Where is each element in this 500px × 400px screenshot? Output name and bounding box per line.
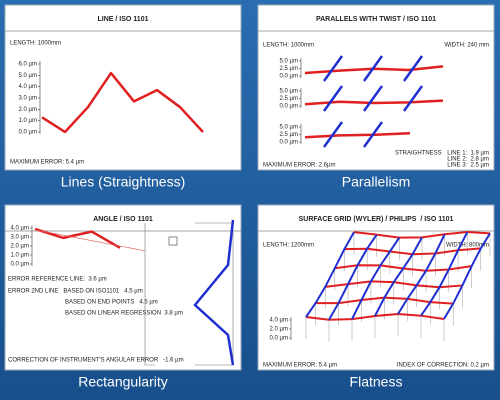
annotation: WIDTH: 240 mm	[444, 43, 489, 49]
twist-line	[322, 121, 344, 148]
grid-column	[397, 233, 446, 315]
panel-title: PARALLELS WITH TWIST / ISO 1101	[316, 16, 436, 23]
panel: ANGLE / ISO 1101 ERROR REFERENCE LINE: 3.…	[4, 204, 242, 371]
annotation: ERROR REFERENCE LINE: 3.6 µm	[8, 277, 107, 283]
panel: PARALLELS WITH TWIST / ISO 1101 LENGTH: 1…	[257, 4, 495, 171]
data-line	[41, 71, 204, 134]
annotation: LENGTH: 1000mm	[10, 41, 61, 47]
annotation: BASED ON END POINTS 4.5 µm	[65, 300, 158, 306]
twist-line	[322, 55, 344, 82]
y-tick-label: 3.0 µm	[19, 96, 37, 102]
y-tick-label: 2.0 µm	[19, 107, 37, 113]
grid-column	[420, 231, 469, 317]
y-tick-label: 5.0 µm	[19, 73, 37, 79]
y-tick-label: 2.5 µm	[280, 96, 298, 102]
y-tick-label: 6.0 µm	[19, 62, 37, 68]
y-tick-label: 0.0 µm	[280, 104, 298, 110]
y-tick-label: 2.5 µm	[280, 132, 298, 138]
angle-line	[193, 219, 235, 366]
caption: Lines (Straightness)	[61, 174, 186, 190]
twist-line	[362, 85, 384, 112]
grid-column	[443, 232, 491, 320]
annotation: INDEX OF CORRECTION: 0.2 µm	[397, 363, 489, 369]
y-tick-label: 0.0 µm	[280, 140, 298, 146]
annotation: LINE 2: 2.8 µm	[447, 157, 489, 163]
annotation: ERROR 2ND LINE BASED ON ISO1101 4.5 µm	[8, 289, 143, 295]
panel-title: LINE / ISO 1101	[98, 16, 149, 23]
data-line	[34, 227, 121, 249]
reference-line	[34, 229, 146, 252]
annotation: MAXIMUM ERROR: 5.4 µm	[10, 160, 84, 166]
instrument-icon	[168, 236, 178, 246]
panel: SURFACE GRID (WYLER) / PHILIPS / ISO 110…	[257, 204, 495, 371]
caption: Parallelism	[342, 174, 410, 190]
y-tick-label: 4.0 µm	[19, 84, 37, 90]
annotation: MAXIMUM ERROR: 2.6µm	[263, 163, 335, 169]
panel-title: ANGLE / ISO 1101	[93, 216, 153, 223]
annotation: BASED ON LINEAR REGRESSION 3.8 µm	[65, 311, 183, 317]
data-line	[304, 132, 411, 139]
y-tick-label: 0.0 µm	[270, 336, 288, 342]
y-tick-label: 1.0 µm	[11, 253, 29, 259]
panel-frame	[257, 4, 495, 171]
frame-line	[195, 222, 234, 366]
grid-column	[351, 237, 401, 320]
annotation: CORRECTION OF INSTRUMENT'S ANGULAR ERROR…	[8, 358, 184, 364]
grid-column	[374, 236, 423, 317]
y-tick-label: 1.0 µm	[19, 118, 37, 124]
data-line	[304, 99, 444, 106]
frame-line	[144, 223, 155, 366]
caption: Rectangularity	[78, 374, 168, 390]
annotation: LINE 1: 1.9 µm	[447, 151, 489, 157]
panel: LINE / ISO 1101 LENGTH: 1000mm MAXIMUM ERR…	[4, 4, 242, 171]
annotation: STRAIGHTNESS	[395, 151, 442, 157]
panel-frame	[257, 204, 495, 371]
y-tick-label: 5.0 µm	[280, 125, 298, 131]
twist-line	[322, 85, 344, 112]
y-tick-label: 2.5 µm	[280, 66, 298, 72]
grid-column	[305, 231, 355, 318]
y-tick-label: 0.0 µm	[280, 74, 298, 80]
y-tick-label: 0.0 µm	[19, 130, 37, 136]
caption: Flatness	[350, 374, 403, 390]
y-tick-label: 3.0 µm	[11, 235, 29, 241]
twist-line	[362, 55, 384, 82]
grid-column	[328, 234, 378, 321]
annotation: LINE 3: 2.5 µm	[447, 163, 489, 169]
y-tick-label: 4.0 µm	[11, 226, 29, 232]
y-tick-label: 5.0 µm	[280, 59, 298, 65]
twist-line	[402, 55, 424, 82]
annotation: LENGTH: 1200mm	[263, 243, 314, 249]
y-tick-label: 2.0 µm	[270, 327, 288, 333]
y-tick-label: 5.0 µm	[280, 89, 298, 95]
twist-line	[402, 85, 424, 112]
y-tick-label: 0.0 µm	[11, 262, 29, 268]
twist-line	[362, 121, 384, 148]
annotation: MAXIMUM ERROR: 5.4 µm	[263, 363, 337, 369]
annotation: LENGTH: 1000mm	[263, 43, 314, 49]
y-tick-label: 2.0 µm	[11, 244, 29, 250]
y-tick-label: 4.0 µm	[270, 318, 288, 324]
panel-title: SURFACE GRID (WYLER) / PHILIPS / ISO 110…	[299, 216, 454, 223]
